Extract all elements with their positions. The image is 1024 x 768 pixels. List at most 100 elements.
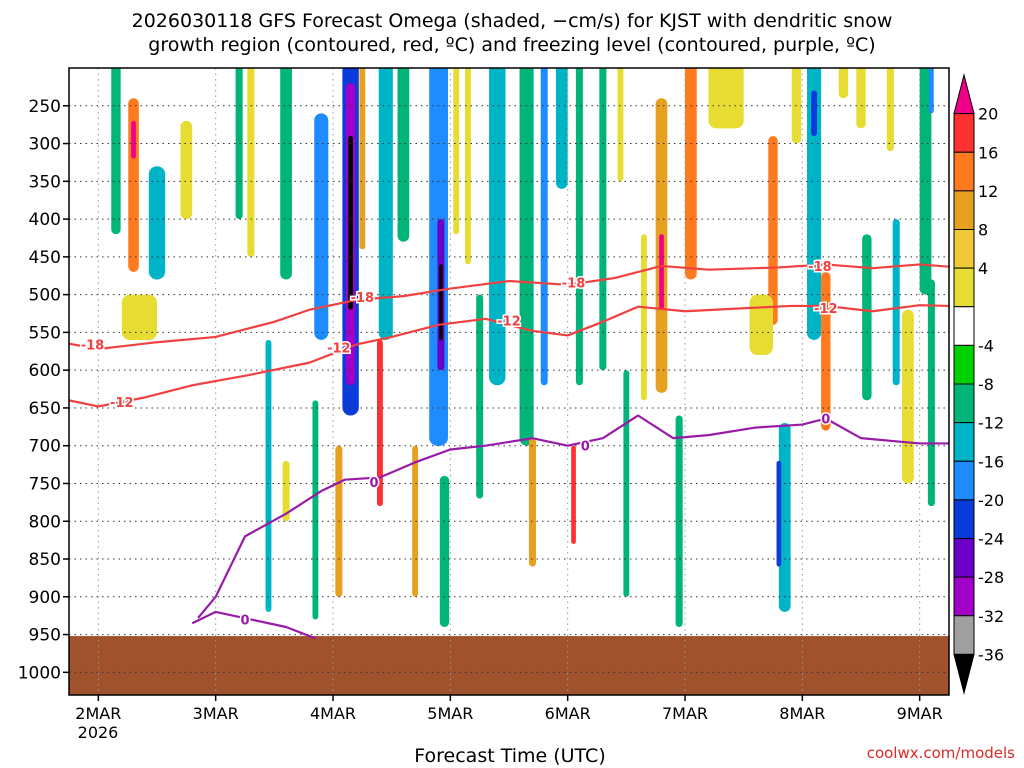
omega-cell-57	[886, 68, 894, 152]
plot-frame	[68, 67, 950, 696]
colorbar-box-10	[953, 460, 975, 501]
omega-cell-33	[555, 68, 568, 189]
omega-cell-43	[685, 68, 697, 280]
colorbar-label-11: -28	[978, 568, 1004, 587]
colorbar-box-11	[953, 499, 975, 539]
x-tick-label-7MAR: 7MAR	[662, 704, 708, 723]
x-tick-label-3MAR: 3MAR	[193, 704, 239, 723]
omega-cell-29	[489, 68, 506, 386]
terrain-fill	[69, 636, 949, 695]
omega-cell-41	[659, 234, 664, 310]
omega-cell-31	[540, 68, 548, 386]
terrain-mask	[69, 636, 949, 695]
omega-cell-2	[148, 166, 166, 280]
colorbar-label-3: 8	[978, 221, 988, 240]
omega-cell-14	[348, 135, 353, 310]
colorbar-label-9: -20	[978, 491, 1004, 510]
omega-cell-39	[641, 234, 647, 401]
omega-cell-38	[623, 370, 630, 597]
x-tick-label-9MAR: 9MAR	[897, 704, 943, 723]
y-tick-label-350: 350	[29, 172, 61, 192]
gridlines	[69, 68, 949, 695]
y-tick-label-300: 300	[29, 135, 61, 155]
omega-cell-32	[528, 438, 536, 567]
omega-cell-3	[111, 68, 121, 235]
omega-cell-62	[927, 279, 935, 507]
omega-cell-34	[571, 445, 576, 544]
omega-cell-56	[862, 234, 872, 401]
x-tick-label-4MAR: 4MAR	[310, 704, 356, 723]
omega-cell-20	[397, 68, 410, 242]
omega-cell-30	[519, 68, 534, 446]
omega-cell-27	[465, 68, 471, 265]
omega-cell-46	[768, 135, 778, 325]
omega-cell-47	[749, 294, 773, 356]
colorbar-box-4	[953, 229, 975, 269]
colorbar-label-1: 16	[978, 143, 998, 162]
contour-label-0-2: -18	[562, 277, 586, 292]
colorbar: 20 16 12 8 4 -4 -8 -12 -16 -20 -24 -28 -32 -36	[953, 73, 1004, 695]
colorbar-label-13: -36	[978, 645, 1004, 664]
x-tick-label-8MAR: 8MAR	[779, 704, 825, 723]
y-tick-label-450: 450	[29, 248, 61, 268]
omega-cell-19	[378, 68, 393, 340]
contour-label-1-1: -12	[327, 342, 351, 357]
contour-3	[191, 610, 316, 640]
chart-title-line2: growth region (contoured, red, ºC) and f…	[148, 34, 875, 56]
contour-label-0-0: -18	[81, 338, 105, 353]
omega-cell-25	[439, 475, 450, 628]
temperature-contours: -18 -18 -18 -18 -12 -12 -12 -12 0 0 0 0	[68, 258, 950, 640]
y-tick-label-1000: 1000	[18, 663, 61, 683]
omega-cell-9	[280, 68, 292, 280]
y-tick-label-550: 550	[29, 323, 61, 343]
x-tick-label-6MAR: 6MAR	[545, 704, 591, 723]
omega-cell-60	[919, 68, 932, 295]
contour-label-0-1: -18	[351, 291, 375, 306]
colorbar-label-7: -12	[978, 414, 1004, 433]
contour-2	[197, 414, 949, 619]
y-tick-label-250: 250	[29, 97, 61, 117]
colorbar-label-4: 4	[978, 259, 988, 278]
y-tick-label-650: 650	[29, 399, 61, 419]
y-tick-label-800: 800	[29, 512, 61, 532]
omega-shading	[111, 68, 935, 628]
omega-features	[111, 68, 935, 628]
credit-text: coolwx.com/models	[867, 744, 1015, 762]
omega-cell-48	[778, 423, 791, 612]
x-axis-year: 2026	[78, 723, 119, 742]
y-tick-label-500: 500	[29, 286, 61, 306]
colorbar-label-2: 12	[978, 182, 998, 201]
colorbar-label-6: -8	[978, 375, 994, 394]
contour-label-0-3: -18	[808, 260, 832, 275]
omega-cell-7	[247, 68, 255, 257]
omega-cell-45	[708, 68, 744, 129]
omega-cell-1	[131, 120, 136, 159]
colorbar-box-5	[953, 267, 975, 308]
colorbar-box-8	[953, 383, 975, 424]
omega-cell-37	[617, 68, 624, 182]
colorbar-label-0: 20	[978, 105, 998, 124]
omega-cell-53	[821, 271, 831, 431]
omega-cell-36	[599, 68, 607, 371]
colorbar-box-3	[953, 190, 975, 230]
y-tick-label-750: 750	[29, 474, 61, 494]
colorbar-box-12	[953, 538, 975, 578]
y-tick-label-900: 900	[29, 588, 61, 608]
colorbar-cap-bottom	[953, 653, 975, 695]
contour-label-1-3: -12	[814, 302, 838, 317]
omega-cell-17	[359, 68, 366, 250]
colorbar-box-7	[953, 344, 975, 385]
omega-cell-61	[929, 68, 934, 114]
contour-label-2-1: 0	[581, 440, 590, 455]
contour-label-1-0: -12	[110, 396, 134, 411]
omega-cell-0	[128, 98, 139, 272]
omega-cell-8	[265, 339, 272, 612]
y-tick-label-600: 600	[29, 361, 61, 381]
omega-cell-24	[439, 264, 443, 340]
x-axis: 2026 2MAR 3MAR 4MAR 5MAR 6MAR 7MAR 8MAR 9MAR	[75, 695, 943, 742]
y-axis: 250 300 350 400 450 500 550 600 650 700 750 800 850 9…	[18, 97, 69, 683]
omega-cell-35	[575, 68, 583, 386]
x-tick-label-5MAR: 5MAR	[427, 704, 473, 723]
colorbar-label-12: -32	[978, 607, 1004, 626]
